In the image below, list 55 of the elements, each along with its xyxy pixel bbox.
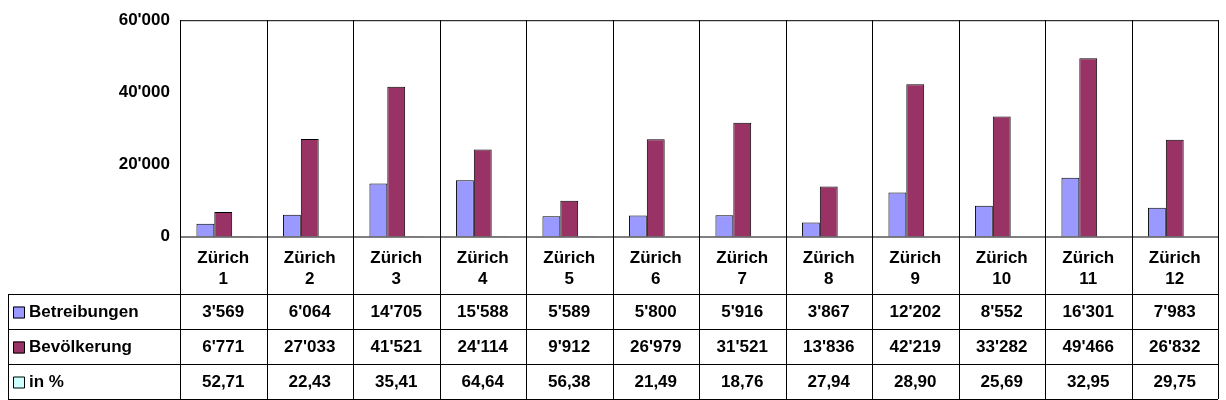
data-label: 28,90	[893, 372, 937, 392]
x-tick-label: Zürich 10	[975, 247, 1028, 289]
data-label: 24'114	[457, 337, 509, 357]
data-label: 21,49	[634, 372, 678, 392]
data-label: 6'771	[202, 337, 245, 357]
data-label: 41'521	[370, 337, 422, 357]
x-tick-label: Zürich 9	[889, 247, 942, 289]
data-label: 27'033	[284, 337, 336, 357]
data-label: 31'521	[716, 337, 768, 357]
data-label: 35,41	[374, 372, 418, 392]
data-label: 22,43	[288, 372, 332, 392]
y-tick-label: 40'000	[118, 81, 170, 101]
x-tick-label: Zürich 11	[1062, 247, 1115, 289]
data-label: 42'219	[889, 337, 941, 357]
data-label: 5'589	[548, 302, 591, 322]
legend-label: Bevölkerung	[29, 337, 132, 357]
data-label: 9'912	[548, 337, 591, 357]
data-label: 32,95	[1066, 372, 1110, 392]
x-tick-label: Zürich 2	[283, 247, 336, 289]
x-tick-label: Zürich 1	[197, 247, 250, 289]
y-tick-label: 20'000	[118, 154, 170, 174]
x-tick-label: Zürich 12	[1148, 247, 1201, 289]
x-tick-label: Zürich 3	[370, 247, 423, 289]
data-label: 49'466	[1062, 337, 1114, 357]
data-label: 27,94	[807, 372, 851, 392]
data-label: 3'569	[202, 302, 245, 322]
data-label: 33'282	[976, 337, 1028, 357]
data-label: 25,69	[980, 372, 1024, 392]
data-label: 26'979	[630, 337, 682, 357]
data-label: 56,38	[547, 372, 591, 392]
data-label: 15'588	[457, 302, 509, 322]
x-tick-label: Zürich 7	[716, 247, 769, 289]
data-label: 18,76	[720, 372, 764, 392]
y-tick-label: 0	[160, 226, 170, 246]
x-tick-label: Zürich 6	[629, 247, 682, 289]
data-label: 7'983	[1153, 302, 1196, 322]
legend-label: Betreibungen	[29, 302, 139, 322]
data-label: 52,71	[201, 372, 245, 392]
data-label: 64,64	[461, 372, 505, 392]
legend-label: in %	[29, 372, 64, 392]
data-label: 5'800	[634, 302, 677, 322]
y-tick-label: 60'000	[118, 9, 170, 29]
x-tick-label: Zürich 4	[456, 247, 509, 289]
data-label: 8'552	[980, 302, 1023, 322]
data-label: 3'867	[807, 302, 850, 322]
data-label: 6'064	[288, 302, 332, 322]
data-label: 5'916	[721, 302, 764, 322]
data-label: 14'705	[370, 302, 422, 322]
data-label: 13'836	[803, 337, 855, 357]
data-label: 16'301	[1062, 302, 1114, 322]
data-label: 26'832	[1149, 337, 1201, 357]
data-label: 12'202	[889, 302, 941, 322]
data-label: 29,75	[1153, 372, 1197, 392]
x-tick-label: Zürich 8	[802, 247, 855, 289]
x-tick-label: Zürich 5	[543, 247, 596, 289]
